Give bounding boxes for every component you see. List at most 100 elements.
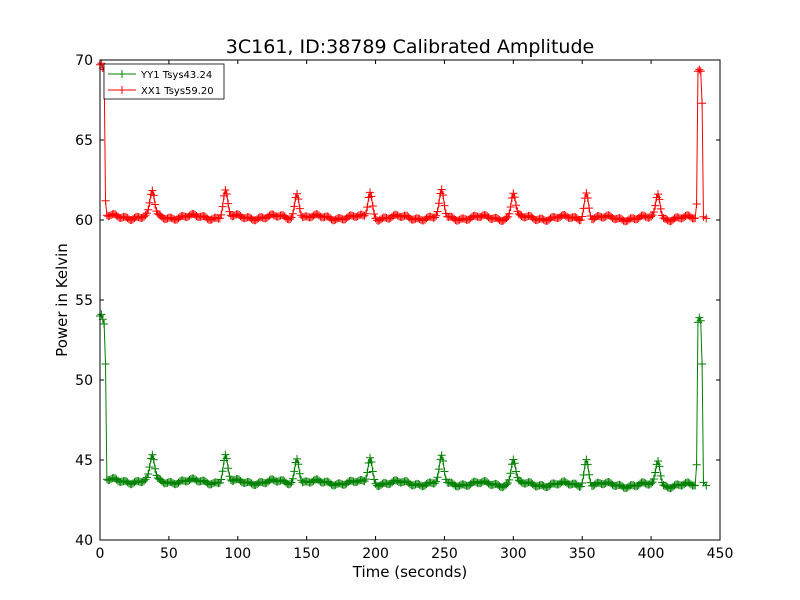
series-0-point xyxy=(290,467,299,476)
series-1-point xyxy=(440,201,449,210)
series-0-point xyxy=(145,463,154,472)
x-tick-label-100: 100 xyxy=(224,546,251,562)
series-1-point xyxy=(510,193,519,202)
series-1-point xyxy=(505,209,514,218)
x-tick-label-250: 250 xyxy=(431,546,458,562)
series-1-point xyxy=(512,201,521,210)
series-0-point xyxy=(585,470,594,479)
series-0-point xyxy=(582,455,591,464)
y-tick-label-45: 45 xyxy=(75,453,93,469)
series-0-point xyxy=(502,480,511,489)
series-0-point xyxy=(430,479,439,488)
series-1-point xyxy=(287,213,296,222)
series-1-point xyxy=(702,214,711,223)
series-0-point xyxy=(576,482,585,491)
legend-marker-xx1 xyxy=(118,86,126,94)
series-1-point xyxy=(691,214,700,223)
series-0-point xyxy=(439,456,448,465)
series-0-point xyxy=(149,455,158,464)
series-1-point xyxy=(433,207,442,216)
series-1-point xyxy=(215,214,224,223)
series-0-point xyxy=(222,454,231,463)
series-0-point xyxy=(695,313,704,322)
x-tick-label-450: 450 xyxy=(707,546,734,562)
series-1-point xyxy=(432,211,441,220)
series-0-point xyxy=(294,460,303,469)
series-1-point xyxy=(430,213,439,222)
series-0-point xyxy=(696,316,705,325)
series-1-point xyxy=(654,190,662,199)
tick-layer: 0 50 100 150 200 250 300 350 400 450 40 45 50 55 60 65 7… xyxy=(75,53,733,562)
series-0-point xyxy=(224,464,233,473)
series-1-point xyxy=(295,204,304,213)
series-1-point xyxy=(149,191,158,200)
series-0-point xyxy=(437,451,446,460)
series-0-point xyxy=(656,471,665,480)
series-1-point xyxy=(695,65,704,74)
series-1-point xyxy=(221,185,230,194)
series-0-point xyxy=(148,450,157,459)
series-1-point xyxy=(366,188,375,197)
series-1-point xyxy=(293,189,302,198)
series-1-point xyxy=(141,211,150,220)
series-1-point xyxy=(148,186,157,195)
y-axis-label: Power in Kelvin xyxy=(53,243,71,357)
x-tick-label-0: 0 xyxy=(96,546,105,562)
series-0-point xyxy=(691,481,700,490)
series-1-point xyxy=(290,202,299,211)
series-1-point xyxy=(585,204,594,213)
series-0-point xyxy=(361,475,370,484)
series-0-point xyxy=(654,457,662,466)
series-1-point xyxy=(647,212,656,221)
y-tick-label-65: 65 xyxy=(75,133,93,149)
series-0-point xyxy=(101,360,110,368)
series-1-point xyxy=(578,212,587,221)
series-1-point xyxy=(370,210,379,219)
series-0-point xyxy=(97,310,106,319)
x-tick-label-150: 150 xyxy=(293,546,320,562)
series-1-point xyxy=(97,59,106,68)
series-0-point xyxy=(142,473,151,482)
series-1-point xyxy=(698,99,707,108)
series-0-point xyxy=(506,469,515,478)
series-1-point xyxy=(144,205,153,214)
legend-box xyxy=(103,63,225,100)
series-1-point xyxy=(649,208,658,217)
series-1-point xyxy=(218,202,227,211)
series-0-point xyxy=(225,472,234,481)
series-0-point xyxy=(287,478,296,487)
series-1-point xyxy=(582,189,591,198)
series-1-point xyxy=(368,202,377,211)
series-1-point xyxy=(367,192,376,201)
series-0-point xyxy=(151,464,160,473)
series-0-point xyxy=(288,474,297,483)
series-1 xyxy=(96,59,711,226)
series-0-point xyxy=(141,475,150,484)
legend-label-yy1: YY1 Tsys43.24 xyxy=(140,70,212,81)
series-0-point xyxy=(293,454,302,463)
series-0-point xyxy=(432,477,441,486)
series-0-point xyxy=(295,469,304,478)
series-1-point xyxy=(656,204,665,213)
y-tick-label-40: 40 xyxy=(75,533,93,549)
x-tick-label-200: 200 xyxy=(362,546,389,562)
x-tick-label-350: 350 xyxy=(569,546,596,562)
series-1-point xyxy=(222,190,231,199)
series-1-point xyxy=(502,214,511,223)
series-0-point xyxy=(368,467,377,476)
x-axis-label: Time (seconds) xyxy=(352,563,468,581)
series-0-point xyxy=(100,320,109,328)
series-0-point xyxy=(218,467,227,476)
series-0-point xyxy=(702,481,711,490)
series-0-point xyxy=(217,475,226,484)
series-1-point xyxy=(434,199,443,208)
series-1-point xyxy=(655,195,664,204)
series-0-point xyxy=(651,468,660,477)
legend-marker-yy1 xyxy=(118,70,126,78)
series-1-point xyxy=(437,185,446,194)
series-0 xyxy=(96,310,711,493)
series-1-point xyxy=(439,191,448,200)
series-0-point xyxy=(367,457,376,466)
series-0-point xyxy=(698,360,707,368)
